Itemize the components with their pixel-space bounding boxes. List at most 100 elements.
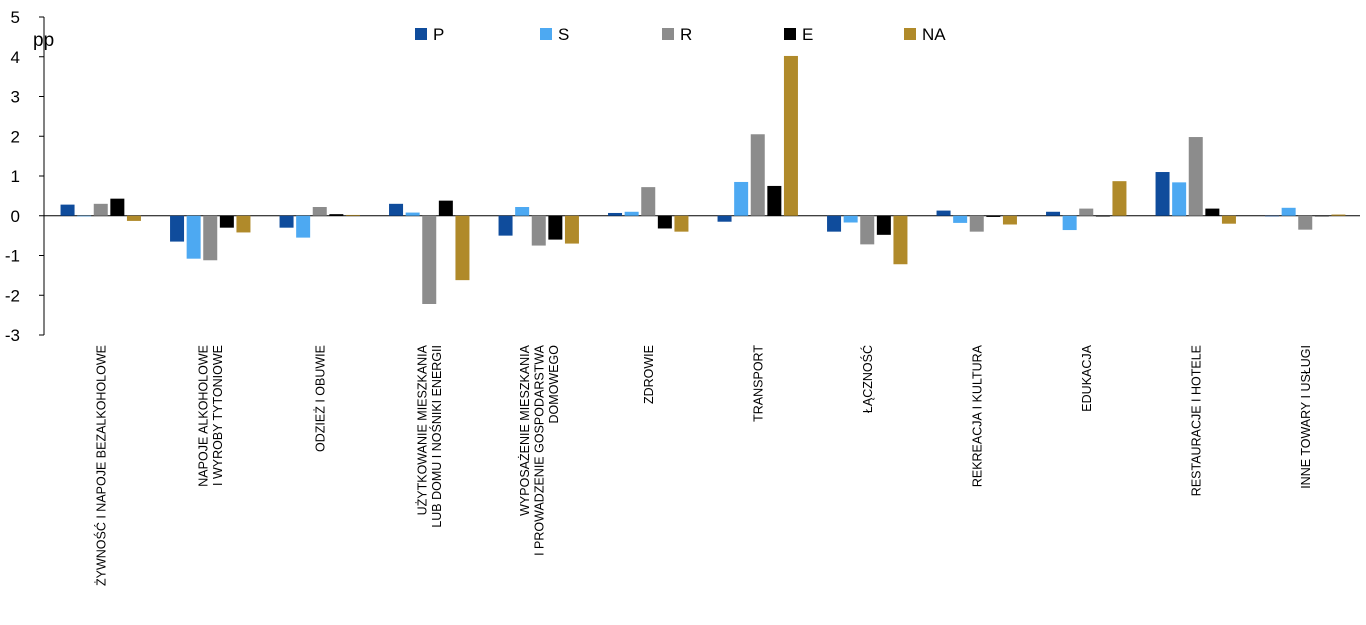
bars-layer <box>60 55 1346 304</box>
legend-item-r: R <box>662 25 692 44</box>
legend-swatch <box>784 28 796 40</box>
bar-e <box>219 215 234 228</box>
axes-layer: 5 4 3 2 1 0 -1 -2 -3 <box>5 8 1360 345</box>
bar-na <box>345 214 360 216</box>
y-tick-label: 5 <box>11 8 20 27</box>
x-tick-label: ODZIEŻ I OBUWIE <box>313 345 327 452</box>
x-tick-label: WYPOSAŻENIE MIESZKANIAI PROWADZENIE GOSP… <box>518 344 561 556</box>
bar-e <box>1095 215 1110 217</box>
bar-na <box>1221 215 1236 224</box>
bar-r <box>969 215 984 232</box>
bar-na <box>1002 215 1017 225</box>
y-tick-label: 3 <box>11 88 20 107</box>
x-tick-label: RESTAURACJE I HOTELE <box>1189 345 1203 496</box>
bar-s <box>515 207 530 216</box>
x-tick-label-line: RESTAURACJE I HOTELE <box>1189 345 1203 496</box>
legend-swatch <box>662 28 674 40</box>
bar-p <box>279 215 294 228</box>
y-tick-label: -2 <box>5 286 20 305</box>
bar-r <box>1188 137 1203 216</box>
x-tick-label: EDUKACJA <box>1080 344 1094 411</box>
bar-s <box>186 215 201 259</box>
bar-p <box>389 203 404 216</box>
bar-r <box>641 187 656 216</box>
bar-s <box>953 215 968 223</box>
bar-e <box>548 215 563 240</box>
x-tick-label: INNE TOWARY I USŁUGI <box>1299 345 1313 489</box>
x-tick-label: NAPOJE ALKOHOLOWEI WYROBY TYTONIOWE <box>197 345 226 487</box>
legend-swatch <box>904 28 916 40</box>
legend-item-p: P <box>415 25 444 44</box>
y-tick-label: 2 <box>11 127 20 146</box>
bar-r <box>1298 215 1313 230</box>
legend-item-na: NA <box>904 25 946 44</box>
x-tick-label: TRANSPORT <box>751 345 765 422</box>
bar-e <box>876 215 891 235</box>
bar-e <box>657 215 672 229</box>
x-tick-label-line: EDUKACJA <box>1080 344 1094 411</box>
x-tick-label-line: ŁĄCZNOŚĆ <box>860 345 875 413</box>
bar-na <box>893 215 908 265</box>
x-tick-label-line: UŻYTKOWANIE MIESZKANIA <box>416 344 430 515</box>
x-tick-label-line: I PROWADZENIE GOSPODARSTWA <box>532 344 546 556</box>
bar-na <box>455 215 470 281</box>
x-tick-label-line: LUB DOMU I NOŚNIKI ENERGII <box>429 345 444 528</box>
x-tick-label-line: ZDROWIE <box>642 345 656 404</box>
bar-p <box>608 212 623 216</box>
bar-r <box>312 207 327 216</box>
x-tick-label-line: REKREACJA I KULTURA <box>970 344 984 487</box>
bar-p <box>1046 211 1061 216</box>
bar-e <box>986 215 1001 217</box>
legend-item-s: S <box>540 25 569 44</box>
x-tick-label: ŻYWNOŚĆ I NAPOJE BEZALKOHOLOWE <box>93 345 108 586</box>
x-tick-label-line: WYPOSAŻENIE MIESZKANIA <box>518 344 532 516</box>
legend-label: R <box>680 25 692 44</box>
bar-p <box>60 204 75 216</box>
bar-p <box>1155 172 1170 216</box>
bar-s <box>624 211 639 216</box>
x-tick-label-line: I WYROBY TYTONIOWE <box>211 345 225 486</box>
bar-na <box>1331 214 1346 216</box>
bar-e <box>110 198 125 216</box>
x-tick-label: ZDROWIE <box>642 345 656 404</box>
bar-e <box>1314 215 1329 217</box>
bar-r <box>93 203 108 216</box>
x-tick-label-line: ODZIEŻ I OBUWIE <box>313 345 327 452</box>
x-tick-labels: ŻYWNOŚĆ I NAPOJE BEZALKOHOLOWE NAPOJE ALK… <box>93 344 1313 586</box>
bar-s <box>77 215 92 217</box>
bar-r <box>531 215 546 246</box>
y-tick-label: 1 <box>11 167 20 186</box>
legend-label: P <box>433 25 444 44</box>
bar-s <box>843 215 858 223</box>
x-tick-label-line: ŻYWNOŚĆ I NAPOJE BEZALKOHOLOWE <box>93 345 108 586</box>
y-tick-label: -1 <box>5 247 20 266</box>
y-tick-label: 0 <box>11 207 20 226</box>
bar-s <box>1062 215 1077 231</box>
bar-s <box>734 181 749 216</box>
bar-e <box>329 214 344 216</box>
bar-e <box>767 185 782 216</box>
x-tick-label-line: DOMOWEGO <box>547 345 561 424</box>
x-tick-label: REKREACJA I KULTURA <box>970 344 984 487</box>
legend: P S R E NA <box>415 25 946 44</box>
bar-s <box>405 212 420 216</box>
bar-e <box>1205 208 1220 216</box>
bar-r <box>203 215 218 261</box>
bar-p <box>170 215 185 242</box>
bar-na <box>783 55 798 216</box>
bar-r <box>422 215 437 304</box>
x-tick-label-line: NAPOJE ALKOHOLOWE <box>197 345 211 487</box>
legend-swatch <box>415 28 427 40</box>
unit-label: pp <box>33 30 54 51</box>
bar-r <box>1079 208 1094 216</box>
legend-swatch <box>540 28 552 40</box>
bar-s <box>1172 182 1187 216</box>
legend-item-e: E <box>784 25 813 44</box>
bar-na <box>564 215 579 244</box>
bar-p <box>936 210 951 216</box>
legend-label: S <box>558 25 569 44</box>
y-tick-label: 4 <box>11 48 20 67</box>
bar-na <box>674 215 689 232</box>
